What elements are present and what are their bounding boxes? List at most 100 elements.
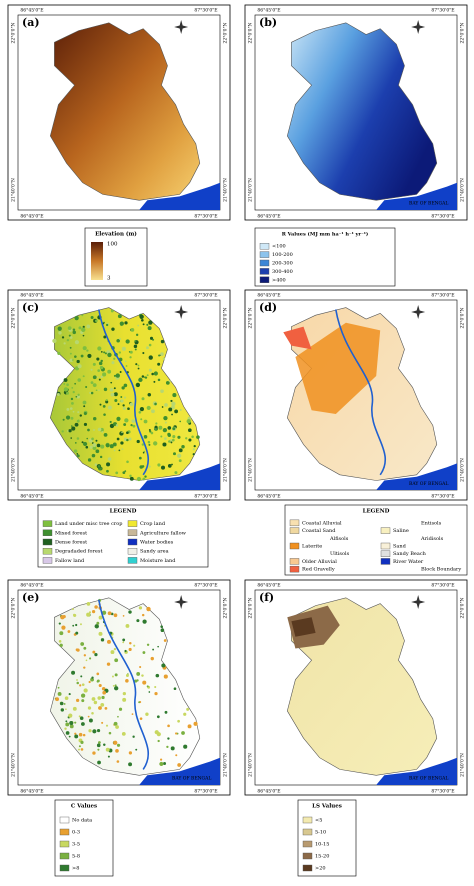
land-patch xyxy=(139,407,145,412)
land-patch xyxy=(149,430,152,433)
land-patch xyxy=(114,686,119,691)
legend-label: 3-5 xyxy=(72,842,80,848)
land-patch xyxy=(71,401,74,405)
legend-swatch xyxy=(59,828,70,836)
land-patch xyxy=(137,324,140,327)
land-patch xyxy=(79,684,82,687)
land-patch xyxy=(146,374,149,377)
land-patch xyxy=(75,395,78,398)
land-patch xyxy=(106,662,111,666)
land-patch xyxy=(56,393,60,397)
longitude-label: 87°30'0"E xyxy=(194,8,217,14)
land-patch xyxy=(167,724,170,728)
latitude-label: 22°0'0"N xyxy=(248,22,254,43)
land-patch xyxy=(171,463,173,466)
land-patch xyxy=(154,402,157,406)
land-patch xyxy=(69,336,73,339)
land-patch xyxy=(115,471,119,475)
land-patch xyxy=(142,477,146,481)
land-patch xyxy=(90,368,93,371)
land-patch xyxy=(148,465,151,468)
panel-label: (c) xyxy=(22,301,39,314)
land-patch xyxy=(142,619,147,624)
land-patch xyxy=(76,681,79,685)
land-patch xyxy=(96,357,100,361)
land-patch xyxy=(107,352,112,358)
land-patch xyxy=(146,643,150,647)
land-patch xyxy=(65,722,70,727)
land-patch xyxy=(68,693,71,696)
land-patch xyxy=(78,745,81,748)
land-patch xyxy=(96,621,100,625)
land-patch xyxy=(121,431,123,434)
land-patch xyxy=(64,696,69,701)
river xyxy=(98,309,150,476)
land-patch xyxy=(107,405,112,410)
legend-swatch xyxy=(380,527,391,534)
land-patch xyxy=(160,465,166,470)
land-patch xyxy=(74,732,77,735)
panel-label: (b) xyxy=(259,16,277,29)
land-patch xyxy=(92,383,97,388)
land-patch xyxy=(92,443,97,448)
land-patch xyxy=(161,663,166,668)
land-patch xyxy=(103,743,106,746)
land-patch xyxy=(87,353,92,358)
land-patch xyxy=(137,367,140,370)
land-patch xyxy=(139,665,142,669)
land-patch xyxy=(186,707,190,711)
land-patch xyxy=(109,423,115,429)
legend-swatch xyxy=(289,527,300,534)
map-panel: BAY OF BENGAL (f) 86°45'0"E 87°30'0"E 86°45'… xyxy=(244,579,468,877)
land-patch xyxy=(153,371,158,376)
land-patch xyxy=(81,699,85,703)
latitude-label: 21°40'0"N xyxy=(460,753,466,777)
legend-label: 15-20 xyxy=(315,854,329,860)
land-patch xyxy=(133,344,138,349)
map-panel: BAY OF BENGAL (b) 86°45'0"E 87°30'0"E 86°45'… xyxy=(244,4,468,287)
land-patch xyxy=(73,613,77,618)
land-patch xyxy=(124,321,128,325)
land-patch xyxy=(129,350,133,354)
legend-label: Dense forest xyxy=(55,540,87,546)
land-patch xyxy=(109,388,114,392)
land-patch xyxy=(76,454,80,458)
land-patch xyxy=(93,429,95,431)
land-patch xyxy=(66,430,69,432)
land-patch xyxy=(170,399,173,403)
land-patch xyxy=(81,327,86,332)
land-patch xyxy=(105,443,110,448)
land-patch xyxy=(164,710,168,714)
legend-label: Mixed forest xyxy=(55,530,87,536)
legend-swatch xyxy=(302,864,313,872)
land-patch xyxy=(157,645,159,648)
sea xyxy=(139,182,220,210)
land-patch xyxy=(121,386,125,390)
land-patch xyxy=(120,399,124,403)
land-patch xyxy=(146,606,151,612)
legend-title: C Values xyxy=(71,804,97,810)
longitude-label: 87°30'0"E xyxy=(431,293,454,299)
legend-label: Aridisols xyxy=(420,536,444,542)
land-patch xyxy=(98,631,103,636)
land-patch xyxy=(72,390,75,394)
land-patch xyxy=(82,334,85,337)
land-patch xyxy=(68,713,73,718)
longitude-label: 87°30'0"E xyxy=(194,789,217,795)
land-patch xyxy=(100,359,103,363)
land-patch xyxy=(88,729,92,733)
land-patch xyxy=(96,743,101,748)
land-patch xyxy=(168,440,171,443)
legend-swatch xyxy=(59,852,70,860)
legend-label: >8 xyxy=(72,866,79,872)
land-patch xyxy=(144,376,148,379)
legend-label: River Water xyxy=(393,559,424,565)
land-patch xyxy=(76,698,80,703)
land-patch xyxy=(79,716,84,721)
land-patch xyxy=(100,444,105,449)
land-patch xyxy=(134,348,137,351)
legend-box xyxy=(37,504,209,568)
land-patch xyxy=(80,642,85,646)
land-patch xyxy=(125,624,130,628)
